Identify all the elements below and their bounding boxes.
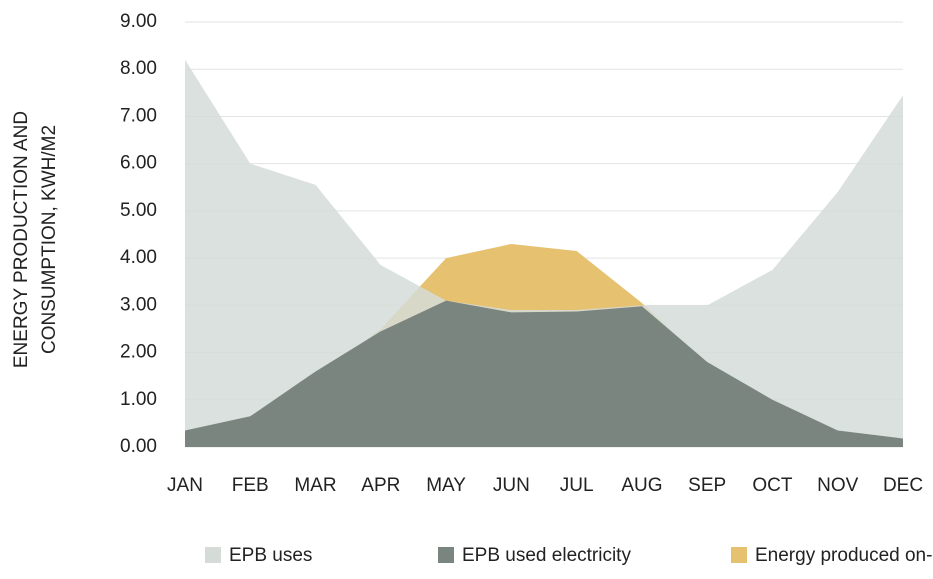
legend-swatch <box>438 547 454 563</box>
legend-label: Energy produced on-site <box>755 545 933 566</box>
y-tick-label: 5.00 <box>120 200 157 221</box>
y-tick-label: 7.00 <box>120 105 157 126</box>
x-tick-label: MAR <box>294 475 336 496</box>
legend-swatch <box>731 547 747 563</box>
y-tick-label: 1.00 <box>120 389 157 410</box>
y-tick-label: 0.00 <box>120 436 157 457</box>
y-tick-label: 4.00 <box>120 247 157 268</box>
x-tick-label: JUL <box>560 475 594 496</box>
legend-label: EPB uses <box>229 545 312 566</box>
x-tick-label: NOV <box>817 475 859 496</box>
y-tick-label: 6.00 <box>120 153 157 174</box>
y-tick-label: 9.00 <box>120 11 157 32</box>
y-axis-label: ENERGY PRODUCTION AND <box>11 111 32 368</box>
y-tick-label: 3.00 <box>120 294 157 315</box>
y-axis-label: CONSUMPTION, KWH/M2 <box>39 125 60 354</box>
x-tick-label: APR <box>361 475 400 496</box>
x-tick-label: FEB <box>232 475 269 496</box>
x-tick-label: AUG <box>621 475 662 496</box>
x-tick-label: MAY <box>426 475 466 496</box>
area <box>185 300 903 447</box>
y-tick-label: 8.00 <box>120 58 157 79</box>
x-tick-label: DEC <box>883 475 923 496</box>
legend-swatch <box>205 547 221 563</box>
x-tick-label: OCT <box>752 475 793 496</box>
y-tick-label: 2.00 <box>120 342 157 363</box>
x-tick-label: JAN <box>167 475 203 496</box>
x-tick-label: SEP <box>688 475 726 496</box>
legend-label: EPB used electricity <box>462 545 631 566</box>
x-tick-label: JUN <box>493 475 530 496</box>
